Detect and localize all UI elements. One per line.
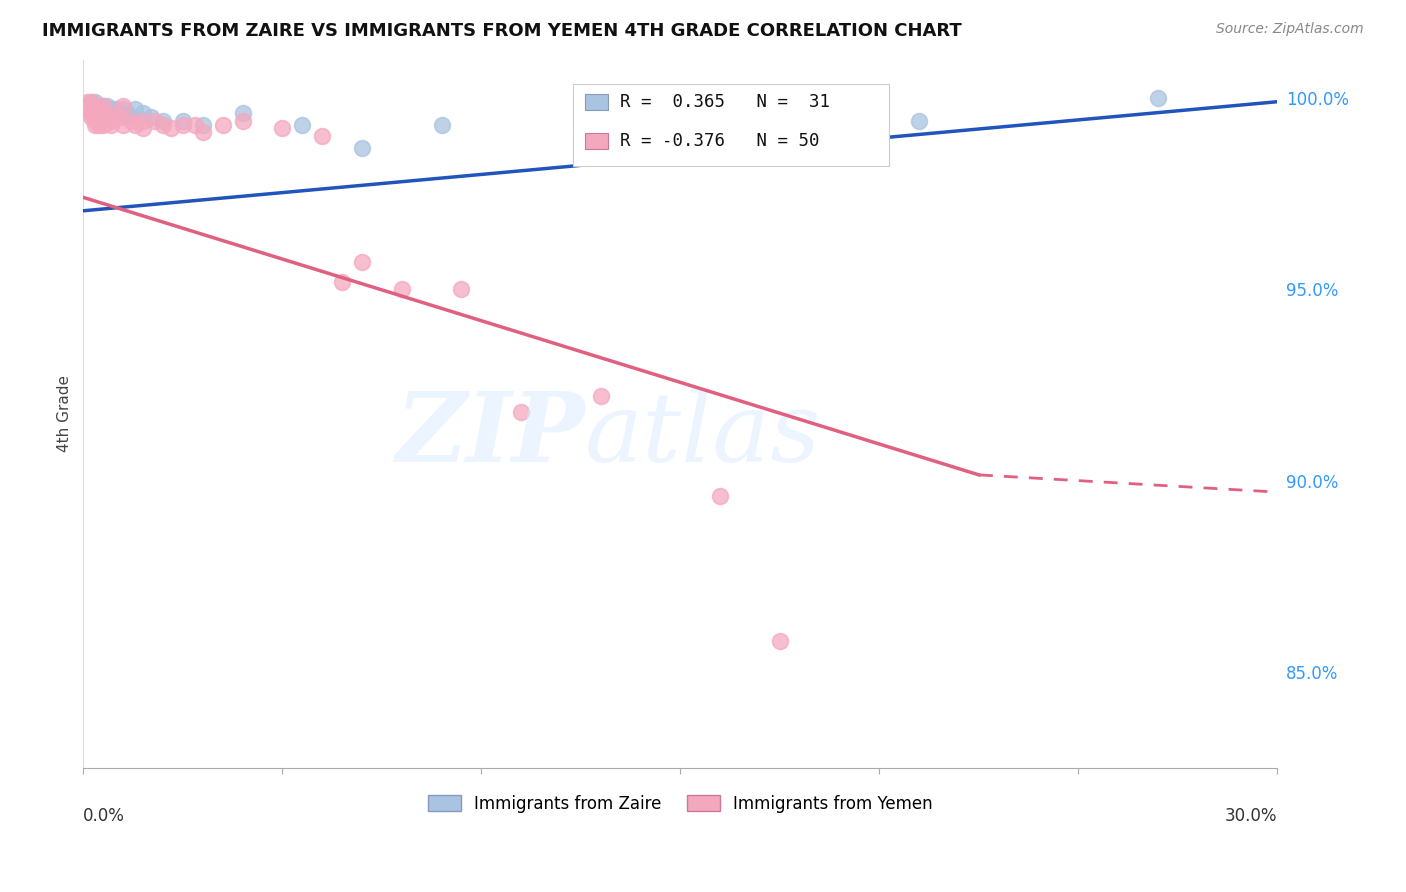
Text: ZIP: ZIP xyxy=(395,388,585,482)
Text: IMMIGRANTS FROM ZAIRE VS IMMIGRANTS FROM YEMEN 4TH GRADE CORRELATION CHART: IMMIGRANTS FROM ZAIRE VS IMMIGRANTS FROM… xyxy=(42,22,962,40)
Point xyxy=(160,121,183,136)
Point xyxy=(91,98,114,112)
Point xyxy=(80,95,103,109)
Bar xyxy=(585,95,609,110)
Point xyxy=(96,103,118,117)
Point xyxy=(100,106,122,120)
Point xyxy=(91,118,114,132)
Point xyxy=(112,98,135,112)
Point xyxy=(89,103,111,117)
Point xyxy=(211,118,233,132)
Point xyxy=(80,95,103,109)
Point xyxy=(84,118,107,132)
Point xyxy=(76,98,98,112)
Point xyxy=(100,103,122,117)
Text: R = -0.376   N = 50: R = -0.376 N = 50 xyxy=(620,132,820,150)
Point xyxy=(91,113,114,128)
Point xyxy=(391,282,413,296)
Point xyxy=(124,103,146,117)
Point xyxy=(76,103,98,117)
Legend: Immigrants from Zaire, Immigrants from Yemen: Immigrants from Zaire, Immigrants from Y… xyxy=(420,789,939,820)
Point xyxy=(271,121,294,136)
Point xyxy=(908,113,931,128)
Point xyxy=(91,106,114,120)
Point xyxy=(184,118,207,132)
Point xyxy=(89,113,111,128)
Point xyxy=(350,255,373,269)
Point xyxy=(89,118,111,132)
Bar xyxy=(585,133,609,149)
Point xyxy=(115,106,138,120)
Text: 0.0%: 0.0% xyxy=(83,806,125,824)
Point xyxy=(132,121,155,136)
Point xyxy=(84,113,107,128)
Point xyxy=(120,113,142,128)
Point xyxy=(291,118,314,132)
Point xyxy=(172,118,194,132)
Point xyxy=(510,405,533,419)
Point xyxy=(76,95,98,109)
Point xyxy=(330,275,353,289)
Point xyxy=(104,106,127,120)
Point xyxy=(96,113,118,128)
Text: Source: ZipAtlas.com: Source: ZipAtlas.com xyxy=(1216,22,1364,37)
Text: 30.0%: 30.0% xyxy=(1225,806,1278,824)
Point xyxy=(132,106,155,120)
Point xyxy=(630,125,652,139)
Point xyxy=(104,103,127,117)
Point xyxy=(84,106,107,120)
Point xyxy=(769,634,792,648)
Point xyxy=(84,95,107,109)
Point xyxy=(91,98,114,112)
Point xyxy=(89,98,111,112)
Point xyxy=(112,103,135,117)
Point xyxy=(709,489,731,503)
Point xyxy=(96,98,118,112)
Point xyxy=(124,118,146,132)
Text: R =  0.365   N =  31: R = 0.365 N = 31 xyxy=(620,93,831,112)
Point xyxy=(108,106,131,120)
Point xyxy=(80,103,103,117)
Point xyxy=(84,103,107,117)
Point xyxy=(89,110,111,124)
Bar xyxy=(572,85,890,166)
Point xyxy=(172,113,194,128)
Point xyxy=(430,118,453,132)
Point xyxy=(76,98,98,112)
Point xyxy=(100,118,122,132)
Point xyxy=(108,110,131,124)
Point xyxy=(191,125,214,139)
Point xyxy=(132,113,155,128)
Point xyxy=(91,106,114,120)
Point xyxy=(589,389,612,403)
Point xyxy=(1147,91,1170,105)
Point xyxy=(96,110,118,124)
Point xyxy=(112,118,135,132)
Point xyxy=(152,118,174,132)
Point xyxy=(152,113,174,128)
Point xyxy=(231,113,253,128)
Point xyxy=(311,129,333,144)
Point xyxy=(120,110,142,124)
Text: atlas: atlas xyxy=(585,388,821,482)
Point xyxy=(89,103,111,117)
Y-axis label: 4th Grade: 4th Grade xyxy=(58,376,72,452)
Point xyxy=(80,106,103,120)
Point xyxy=(84,98,107,112)
Point xyxy=(84,98,107,112)
Point xyxy=(139,110,162,124)
Point xyxy=(100,113,122,128)
Point xyxy=(191,118,214,132)
Point xyxy=(450,282,472,296)
Point xyxy=(350,141,373,155)
Point xyxy=(231,106,253,120)
Point xyxy=(80,103,103,117)
Point xyxy=(143,113,166,128)
Point xyxy=(80,110,103,124)
